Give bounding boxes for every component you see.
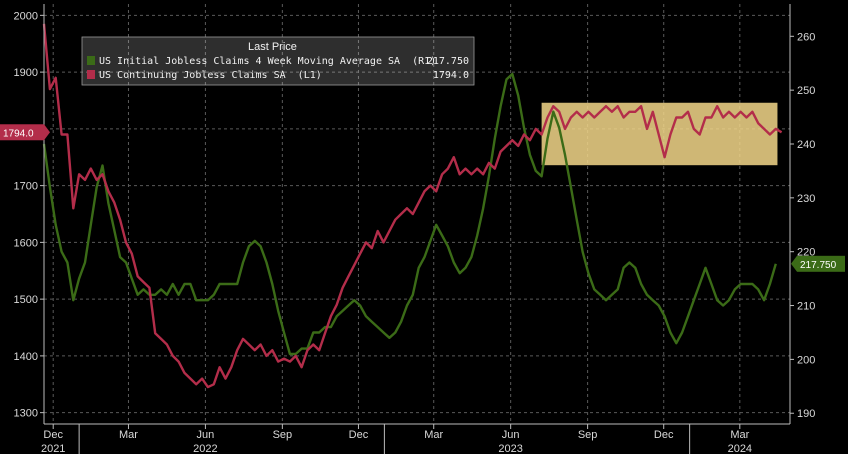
legend-swatch-initial (87, 56, 95, 65)
x-tick-label: Sep (578, 429, 598, 441)
legend-value-initial: 217.750 (427, 56, 469, 67)
left-tick-label: 1600 (14, 237, 38, 249)
x-tick-label: Mar (424, 429, 443, 441)
right-tick-label: 260 (797, 31, 815, 43)
right-tick-label: 190 (797, 408, 815, 420)
legend-header: Last Price (248, 41, 297, 53)
right-tick-label: 210 (797, 301, 815, 313)
legend-label-initial: US Initial Jobless Claims 4 Week Moving … (99, 56, 436, 67)
x-tick-label: Dec (654, 429, 674, 441)
last-value-tag-initial-bg (797, 255, 845, 272)
legend-label-continuing: US Continuing Jobless Claims SA (L1) (99, 70, 322, 81)
x-tick-label: Mar (730, 429, 749, 441)
right-tick-label: 250 (797, 85, 815, 97)
legend-box (81, 36, 475, 86)
left-tick-label: 1700 (14, 181, 38, 193)
last-value-tag-continuing-bg (0, 124, 44, 141)
left-tick-label: 1400 (14, 351, 38, 363)
last-value-tag-initial-label: 217.750 (800, 260, 837, 271)
x-tick-label: Sep (273, 429, 293, 441)
x-year-label: 2024 (728, 443, 752, 454)
legend: Last Price US Initial Jobless Claims 4 W… (81, 36, 475, 86)
x-tick-label: Jun (502, 429, 520, 441)
right-tick-label: 200 (797, 354, 815, 366)
legend-swatch-continuing (87, 70, 95, 79)
left-tick-label: 1500 (14, 294, 38, 306)
x-axis: Dec Mar Jun Sep Dec Mar Jun Sep Dec Mar 2021 2022 20… (41, 424, 752, 454)
last-value-tag-continuing: 1794.0 (0, 124, 50, 141)
x-year-label: 2023 (498, 443, 522, 454)
grid-lines (44, 4, 790, 424)
right-axis: 190 200 210 220 230 240 250 260 (790, 31, 815, 420)
right-tick-label: 220 (797, 247, 815, 259)
left-tick-label: 1300 (14, 408, 38, 420)
legend-value-continuing: 1794.0 (433, 70, 469, 81)
left-axis: 13001400150016001700180019002000 (14, 10, 44, 420)
last-value-tag-initial-pointer (791, 255, 797, 272)
x-year-label: 2022 (193, 443, 217, 454)
x-tick-label: Dec (349, 429, 369, 441)
right-tick-label: 240 (797, 139, 815, 151)
last-value-tag-continuing-label: 1794.0 (3, 128, 34, 139)
series-line-initial-claims (42, 72, 777, 356)
x-tick-label: Mar (119, 429, 138, 441)
last-value-tag-initial: 217.750 (791, 255, 845, 272)
series-layer (42, 23, 783, 389)
x-tick-label: Dec (43, 429, 63, 441)
series-line-continuing-claims (42, 23, 783, 389)
right-tick-label: 230 (797, 193, 815, 205)
x-year-label: 2021 (41, 443, 65, 454)
last-value-tag-continuing-pointer (44, 124, 50, 141)
left-tick-label: 2000 (14, 10, 38, 22)
left-tick-label: 1900 (14, 67, 38, 79)
x-tick-label: Jun (197, 429, 215, 441)
